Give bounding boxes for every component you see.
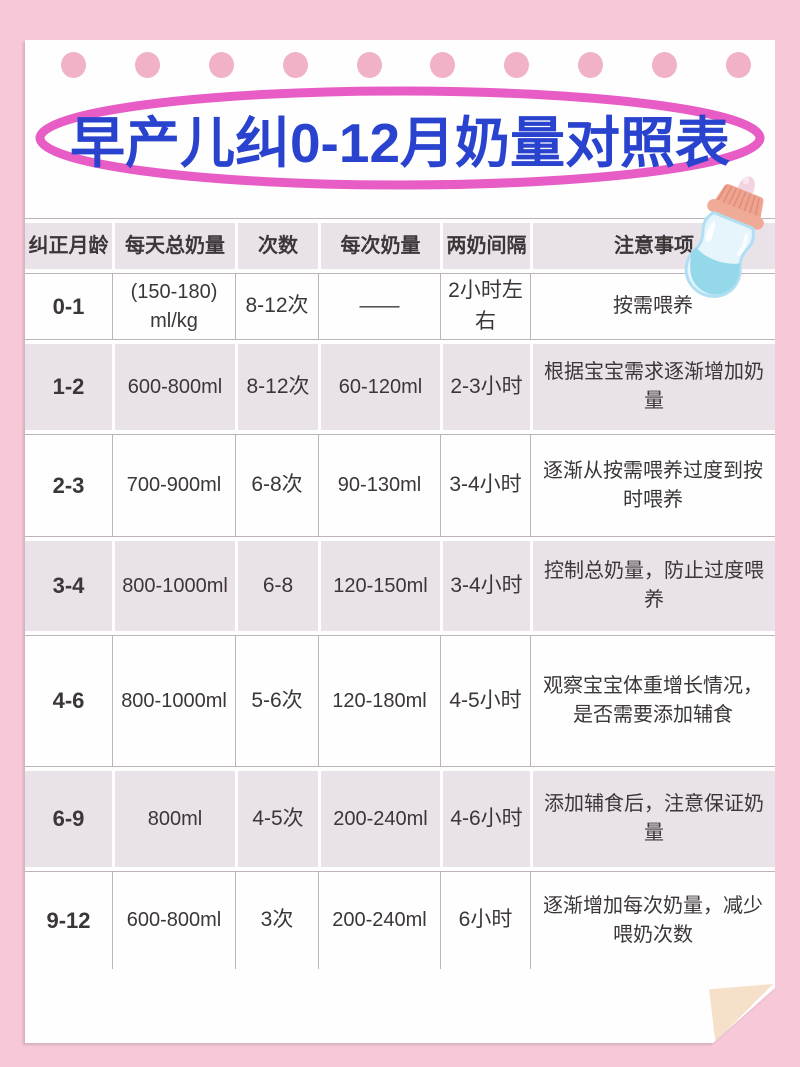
dot (725, 52, 751, 78)
cell-daily-total: 800-1000ml (112, 537, 235, 635)
table-row: 2-3 700-900ml 6-8次 90-130ml 3-4小时 逐渐从按需喂… (25, 434, 775, 536)
cell-interval: 3-4小时 (440, 537, 530, 635)
dot (61, 52, 86, 78)
cell-age: 2-3 (52, 472, 85, 498)
cell-times: 6-8次 (235, 435, 318, 536)
cell-daily-total: 600-800ml (112, 872, 235, 969)
baby-bottle-icon (684, 176, 764, 298)
cell-interval: 2-3小时 (440, 340, 530, 434)
cell-daily-total: 800ml (112, 767, 235, 871)
cell-interval: 4-6小时 (440, 767, 530, 871)
cell-age: 9-12 (46, 907, 91, 933)
header-cell-per-feed: 每次奶量 (318, 219, 440, 273)
cell-per-feed: 60-120ml (318, 340, 440, 434)
dot (356, 52, 382, 78)
cell-note: 观察宝宝体重增长情况，是否需要添加辅食 (530, 636, 775, 766)
header-cell-age: 纠正月龄 (28, 234, 109, 257)
table-header-row: 纠正月龄 每天总奶量 次数 每次奶量 两奶间隔 注意事项 (25, 219, 775, 273)
header-cell-daily-total: 每天总奶量 (112, 219, 235, 273)
note-card: 早产儿纠0-12月奶量对照表 (25, 40, 775, 1043)
title-banner: 早产儿纠0-12月奶量对照表 (33, 86, 767, 190)
dot (208, 52, 234, 78)
table-row: 9-12 600-800ml 3次 200-240ml 6小时 逐渐增加每次奶量… (25, 871, 775, 969)
table-row: 0-1 (150-180) ml/kg 8-12次 —— 2小时左右 按需喂养 (25, 273, 775, 339)
cell-times: 4-5次 (235, 767, 318, 871)
folded-corner (709, 984, 773, 1042)
cell-times: 8-12次 (235, 340, 318, 434)
header-cell-notes: 注意事项 (530, 219, 775, 273)
cell-per-feed: —— (318, 274, 440, 339)
cell-times: 5-6次 (235, 636, 318, 766)
cell-note: 逐渐从按需喂养过度到按时喂养 (530, 435, 775, 536)
decorative-dot-row (61, 52, 751, 78)
cell-daily-total: (150-180) ml/kg (112, 274, 235, 339)
table-row: 4-6 800-1000ml 5-6次 120-180ml 4-5小时 观察宝宝… (25, 635, 775, 766)
cell-per-feed: 200-240ml (318, 767, 440, 871)
cell-interval: 6小时 (440, 872, 530, 969)
cell-interval: 4-5小时 (440, 636, 530, 766)
cell-times: 3次 (235, 872, 318, 969)
title-oval-outline (35, 86, 765, 190)
table-row: 3-4 800-1000ml 6-8 120-150ml 3-4小时 控制总奶量… (25, 536, 775, 635)
feeding-table: 纠正月龄 每天总奶量 次数 每次奶量 两奶间隔 注意事项 0-1 (150-18… (25, 218, 775, 969)
header-cell-times: 次数 (235, 219, 318, 273)
cell-per-feed: 200-240ml (318, 872, 440, 969)
cell-age: 0-1 (52, 293, 85, 319)
header-cell-interval: 两奶间隔 (440, 219, 530, 273)
cell-interval: 3-4小时 (440, 435, 530, 536)
cell-age: 3-4 (52, 573, 85, 599)
cell-age: 4-6 (52, 688, 85, 714)
dot (282, 52, 308, 78)
cell-per-feed: 90-130ml (318, 435, 440, 536)
cell-per-feed: 120-150ml (318, 537, 440, 635)
dot (652, 52, 677, 78)
cell-times: 6-8 (235, 537, 318, 635)
cell-age: 6-9 (52, 806, 85, 832)
cell-note: 按需喂养 (530, 274, 775, 339)
bottle-milk (690, 247, 741, 295)
cell-note: 根据宝宝需求逐渐增加奶量 (530, 340, 775, 434)
cell-age: 1-2 (52, 374, 85, 400)
cell-daily-total: 800-1000ml (112, 636, 235, 766)
cell-note: 控制总奶量，防止过度喂养 (530, 537, 775, 635)
cell-times: 8-12次 (235, 274, 318, 339)
cell-note: 添加辅食后，注意保证奶量 (530, 767, 775, 871)
page-title: 早产儿纠0-12月奶量对照表 (69, 112, 731, 174)
dot (578, 52, 604, 78)
cell-note: 逐渐增加每次奶量，减少喂奶次数 (530, 872, 775, 969)
table-row: 6-9 800ml 4-5次 200-240ml 4-6小时 添加辅食后，注意保… (25, 766, 775, 871)
cell-daily-total: 700-900ml (112, 435, 235, 536)
dot (430, 52, 456, 78)
dot (504, 52, 530, 78)
table-row: 1-2 600-800ml 8-12次 60-120ml 2-3小时 根据宝宝需… (25, 339, 775, 434)
cell-interval: 2小时左右 (440, 274, 530, 339)
cell-per-feed: 120-180ml (318, 636, 440, 766)
dot (134, 52, 160, 78)
cell-daily-total: 600-800ml (112, 340, 235, 434)
note-card-wrapper: 早产儿纠0-12月奶量对照表 (25, 40, 775, 1043)
